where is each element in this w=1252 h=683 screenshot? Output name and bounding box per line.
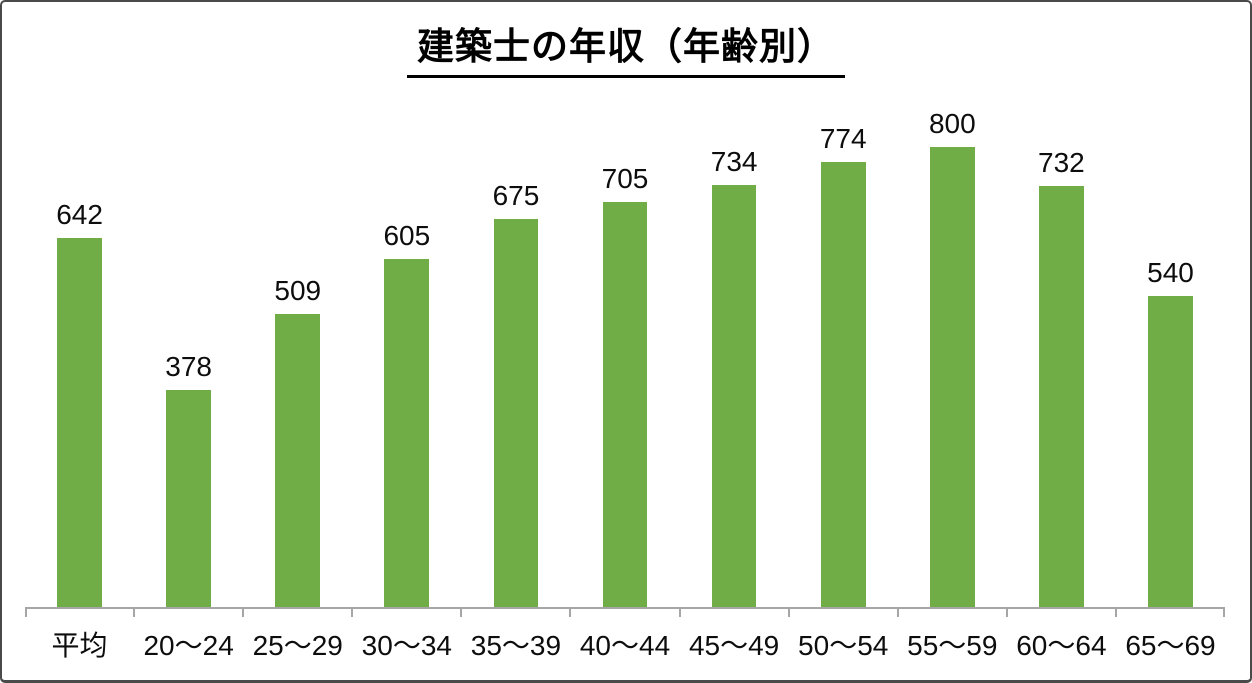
bar-column: 774 [789, 82, 898, 607]
axis-tick [1114, 607, 1117, 617]
bar [820, 162, 866, 607]
bar [166, 390, 211, 607]
bar-value-label: 509 [274, 275, 322, 307]
bar [929, 147, 975, 607]
bar-value-label: 732 [1038, 147, 1085, 179]
bar [275, 314, 321, 607]
bar-value-label: 540 [1147, 257, 1194, 289]
bar-column: 675 [461, 82, 570, 607]
x-axis-label: 20〜24 [143, 630, 234, 662]
bar-column: 540 [1116, 82, 1225, 607]
x-axis-labels: 平均 20〜24 25〜29 30〜34 35〜39 40〜44 45〜49 50〜54 55〜… [25, 629, 1225, 663]
axis-tick [242, 607, 245, 617]
bar-value-label: 734 [710, 146, 758, 178]
bar-value-label: 605 [383, 220, 431, 252]
x-axis-label: 45〜49 [688, 630, 780, 662]
axis-tick [678, 607, 681, 617]
bar-column: 705 [570, 82, 679, 607]
bar-value-label: 675 [492, 180, 540, 212]
bar-value-label: 705 [601, 163, 649, 195]
axis-tick [896, 607, 899, 617]
bar [711, 185, 757, 607]
plot-area: 642 378 509 605 675 705 734 774 800 732 540 平均 20〜2… [25, 82, 1225, 680]
bar-column: 509 [243, 82, 352, 607]
x-axis-label: 60〜64 [1016, 630, 1107, 662]
x-axis-label: 35〜39 [470, 630, 562, 662]
bar-column: 732 [1007, 82, 1116, 607]
axis-tick [1005, 607, 1008, 617]
x-axis-label: 65〜69 [1125, 630, 1216, 662]
x-axis-label: 25〜29 [252, 630, 343, 662]
bar-value-label: 800 [928, 108, 976, 140]
bars-container: 642 378 509 605 675 705 734 774 800 732 540 [25, 82, 1225, 607]
bar-column: 605 [352, 82, 461, 607]
axis-tick [787, 607, 790, 617]
axis-tick [133, 607, 136, 617]
bar [602, 202, 648, 607]
bar [1039, 186, 1084, 607]
x-axis-label: 55〜59 [907, 630, 998, 662]
bar-column: 642 [25, 82, 134, 607]
x-axis-line [25, 607, 1225, 617]
x-axis-label: 40〜44 [579, 630, 671, 662]
bar-column: 800 [898, 82, 1007, 607]
bar [493, 219, 539, 607]
x-axis-label: 50〜54 [798, 630, 889, 662]
axis-tick [25, 607, 27, 617]
bar-column: 734 [680, 82, 789, 607]
bar [384, 259, 430, 607]
axis-tick [460, 607, 463, 617]
chart-title: 建築士の年収（年齢別） [407, 16, 845, 78]
bar-value-label: 774 [819, 123, 867, 155]
axis-tick [351, 607, 354, 617]
axis-tick [569, 607, 572, 617]
chart-title-wrap: 建築士の年収（年齢別） [2, 16, 1250, 78]
bar-value-label: 642 [56, 199, 103, 231]
bar [57, 238, 102, 607]
bar-value-label: 378 [165, 351, 212, 383]
bar [1148, 296, 1193, 607]
x-axis-label: 30〜34 [361, 630, 452, 662]
x-axis-label: 平均 [51, 630, 108, 662]
bar-column: 378 [134, 82, 243, 607]
axis-tick [1223, 607, 1225, 617]
